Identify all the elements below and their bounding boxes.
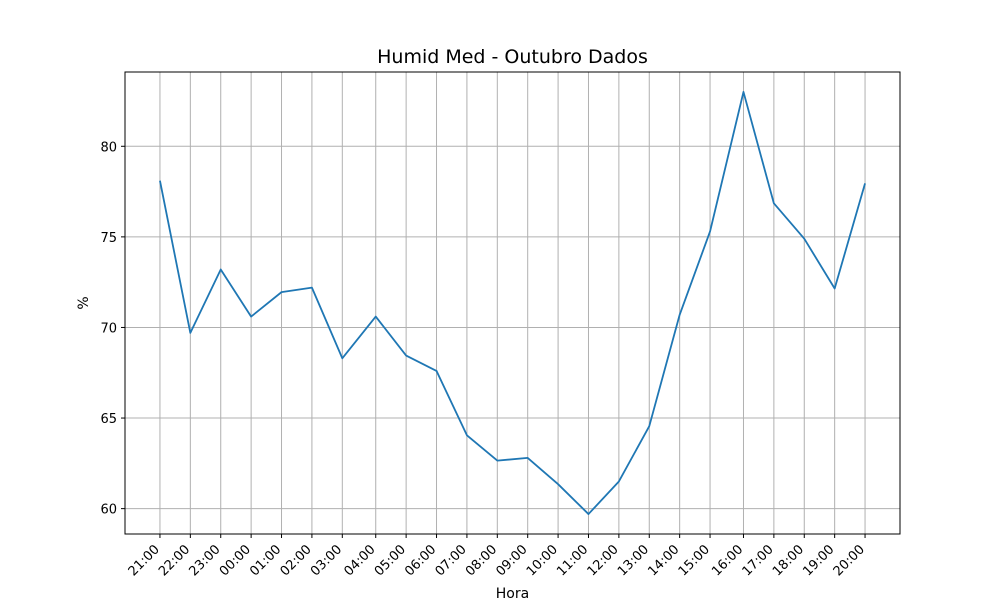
x-axis-title: Hora bbox=[496, 586, 529, 600]
y-tick-label: 75 bbox=[100, 231, 117, 246]
grid bbox=[125, 72, 900, 534]
plot-frame bbox=[124, 71, 901, 535]
y-axis-title: % bbox=[76, 296, 92, 309]
y-tick-label: 80 bbox=[100, 140, 117, 155]
y-tick-label: 70 bbox=[100, 321, 117, 336]
y-tick-label: 65 bbox=[100, 412, 117, 427]
series-line bbox=[159, 91, 866, 515]
y-axis-ticks: 60 65 70 75 80 bbox=[100, 140, 125, 518]
series-layer bbox=[159, 91, 866, 515]
y-tick-label: 60 bbox=[100, 503, 117, 518]
chart-title: Humid Med - Outubro Dados bbox=[377, 46, 648, 68]
